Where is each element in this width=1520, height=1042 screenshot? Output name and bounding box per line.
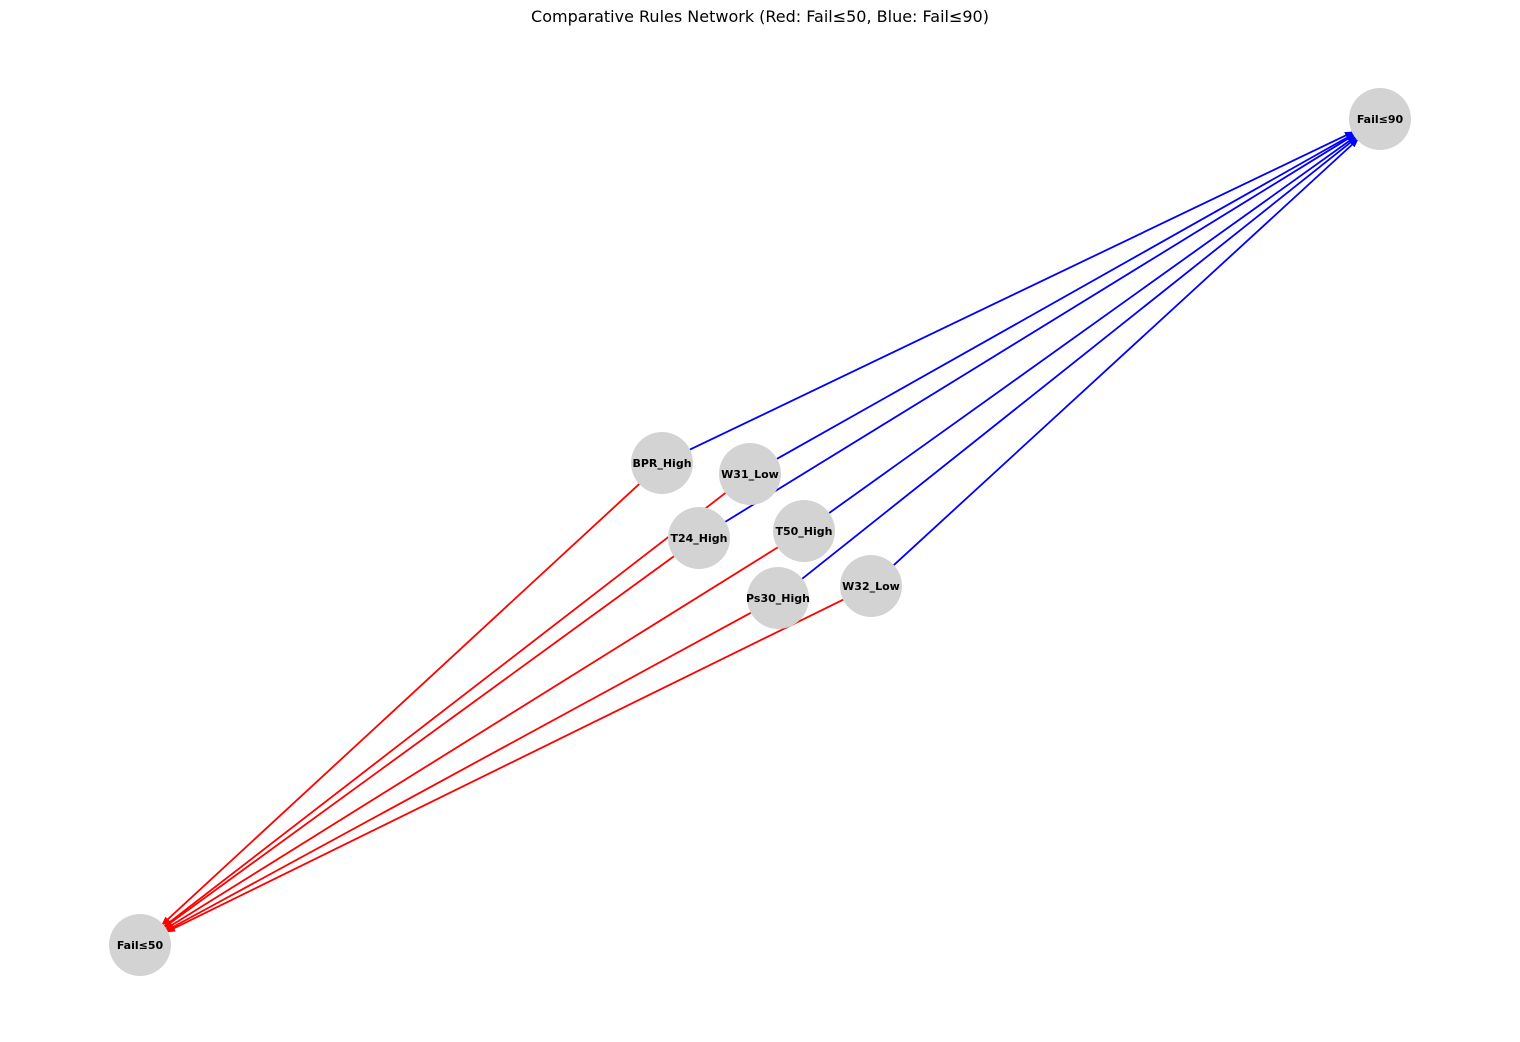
node-label: T24_High	[671, 532, 728, 545]
node-circle	[1349, 88, 1411, 150]
node-t24_high: T24_High	[668, 507, 730, 569]
edge-ps30_high-to-fail90	[801, 136, 1358, 580]
node-label: T50_High	[776, 525, 833, 538]
node-circle	[840, 555, 902, 617]
edge-t24_high-to-fail90	[724, 133, 1356, 523]
node-label: Fail≤90	[1357, 113, 1404, 126]
node-label: Ps30_High	[746, 592, 810, 605]
node-label: Fail≤50	[117, 939, 164, 952]
nodes-layer: Fail≤90 Fail≤50 BPR_High W31_Low T24_High T50…	[109, 88, 1411, 976]
node-circle	[747, 567, 809, 629]
node-label: W31_Low	[721, 468, 779, 481]
edge-bpr_high-to-fail90	[689, 130, 1355, 451]
node-circle	[773, 500, 835, 562]
node-fail50: Fail≤50	[109, 914, 171, 976]
node-label: W32_Low	[842, 580, 900, 593]
node-fail90: Fail≤90	[1349, 88, 1411, 150]
edge-t50_high-to-fail90	[828, 135, 1357, 514]
node-label: BPR_High	[632, 457, 691, 470]
edge-w31_low-to-fail90	[776, 132, 1356, 460]
edge-w32_low-to-fail50	[165, 598, 844, 934]
edge-t50_high-to-fail50	[164, 546, 779, 931]
node-ps30_high: Ps30_High	[746, 567, 810, 629]
node-circle	[631, 432, 693, 494]
node-circle	[668, 507, 730, 569]
node-w32_low: W32_Low	[840, 555, 902, 617]
edges-layer	[160, 130, 1360, 934]
node-t50_high: T50_High	[773, 500, 835, 562]
node-bpr_high: BPR_High	[631, 432, 693, 494]
node-w31_low: W31_Low	[719, 443, 781, 505]
edge-bpr_high-to-fail50	[160, 483, 640, 926]
edge-w32_low-to-fail90	[893, 137, 1360, 566]
node-circle	[719, 443, 781, 505]
edge-w31_low-to-fail50	[162, 492, 727, 928]
diagram-title: Comparative Rules Network (Red: Fail≤50,…	[531, 7, 989, 26]
node-circle	[109, 914, 171, 976]
edge-t24_high-to-fail50	[162, 555, 675, 929]
edge-ps30_high-to-fail50	[165, 612, 752, 932]
